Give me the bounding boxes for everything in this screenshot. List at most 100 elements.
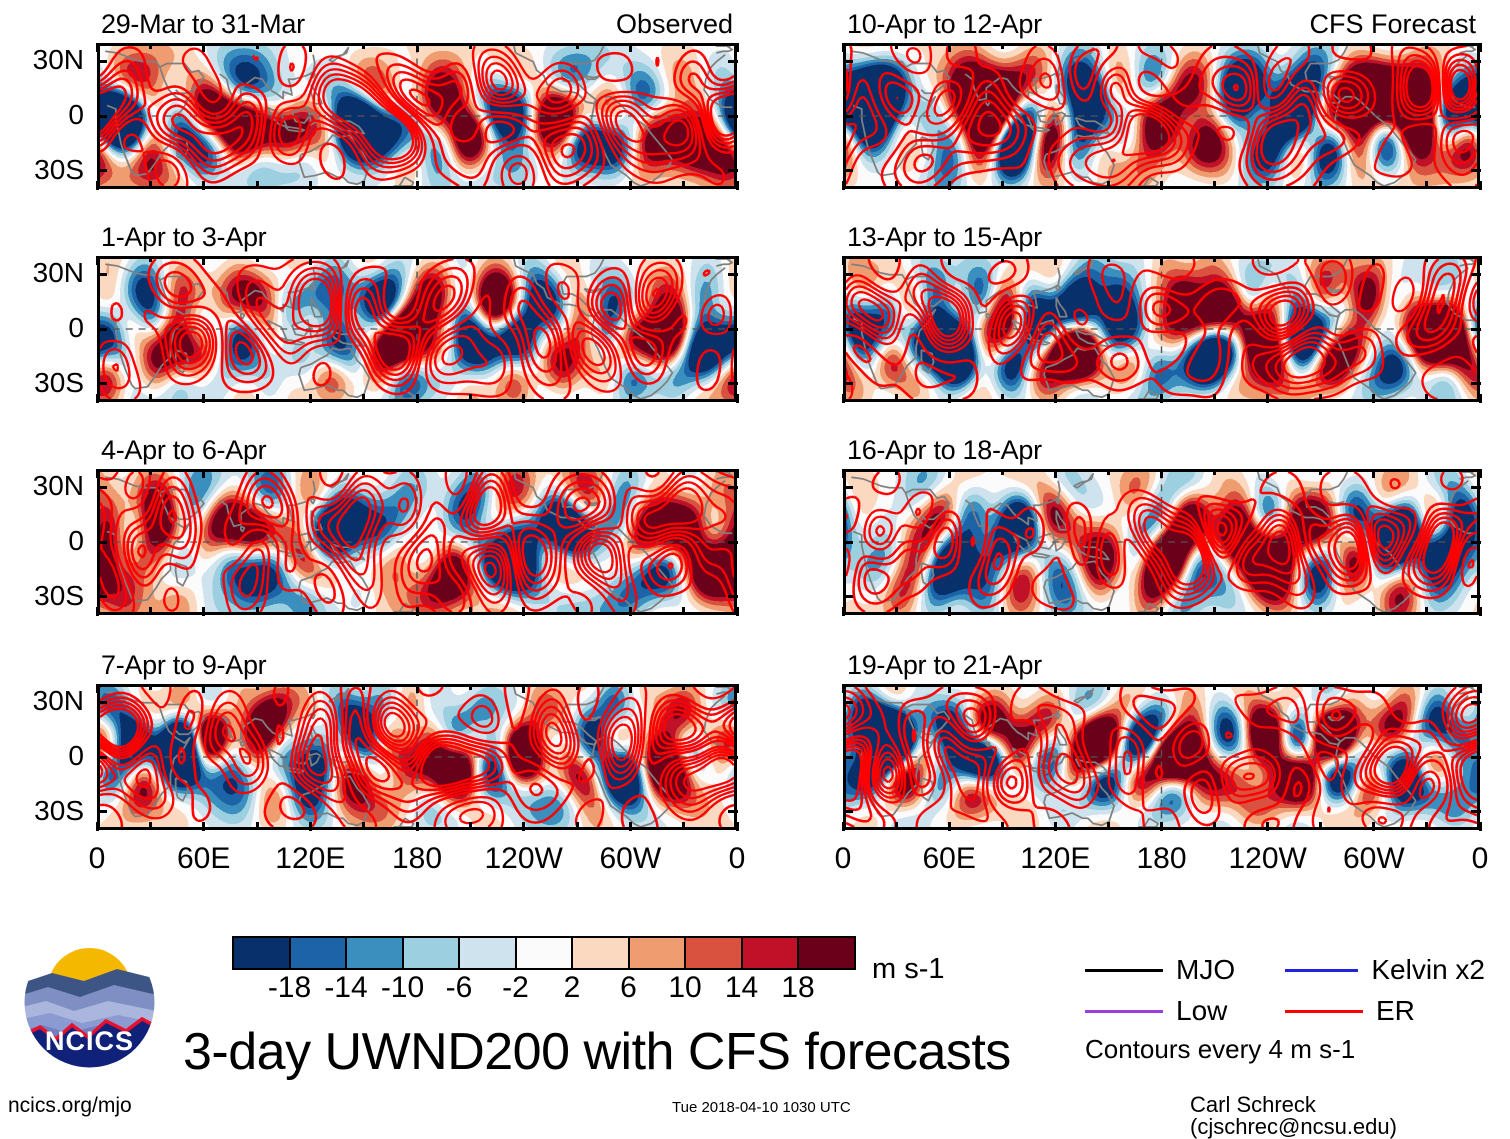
- x-tick: [1372, 607, 1376, 616]
- y-tick: [97, 485, 107, 489]
- x-tick: [148, 684, 152, 690]
- y-tick: [843, 810, 853, 814]
- x-tick: [1213, 469, 1217, 475]
- x-axis-label: 0: [834, 842, 852, 875]
- x-tick: [1213, 181, 1217, 187]
- x-tick: [1160, 822, 1163, 831]
- x-tick: [522, 822, 526, 831]
- x-tick: [255, 822, 259, 828]
- x-tick: [95, 607, 99, 616]
- x-tick: [415, 684, 419, 693]
- y-axis-label: 30N: [32, 257, 84, 289]
- y-tick: [1471, 382, 1481, 386]
- legend-label: Low: [1176, 995, 1228, 1026]
- y-tick: [97, 755, 107, 759]
- colorbar-tick-label: 2: [563, 971, 581, 1004]
- x-tick: [1372, 43, 1376, 52]
- x-tick: [1425, 394, 1429, 400]
- x-tick: [1266, 607, 1270, 616]
- colorbar-tick-label: -6: [445, 971, 473, 1004]
- x-tick: [1000, 256, 1004, 262]
- x-tick: [1372, 256, 1376, 265]
- map-panel-3: [97, 469, 737, 615]
- x-tick: [1425, 607, 1429, 613]
- y-tick: [97, 540, 107, 544]
- x-tick: [308, 43, 312, 52]
- x-tick: [148, 469, 152, 475]
- y-tick: [728, 272, 738, 276]
- x-tick: [308, 822, 312, 831]
- colorbar-swatch: [740, 938, 797, 968]
- x-tick: [148, 822, 152, 828]
- x-tick: [362, 607, 366, 613]
- y-tick: [97, 114, 107, 118]
- y-axis-label: 0: [68, 99, 84, 130]
- y-tick: [97, 59, 107, 63]
- y-axis-label: 30S: [34, 579, 84, 611]
- x-tick: [1425, 256, 1429, 262]
- x-tick: [255, 469, 259, 475]
- x-tick: [522, 469, 526, 478]
- y-tick: [728, 114, 738, 118]
- x-tick: [1372, 822, 1376, 831]
- x-tick: [1266, 394, 1270, 403]
- y-tick: [1471, 810, 1481, 814]
- x-tick: [575, 469, 579, 475]
- x-tick: [1478, 607, 1482, 616]
- footer-site-link[interactable]: ncics.org/mjo: [8, 1094, 132, 1117]
- x-tick: [468, 181, 472, 187]
- colorbar-swatch: [684, 938, 741, 968]
- y-tick: [97, 810, 107, 814]
- x-tick: [1372, 181, 1376, 190]
- panel-title-3: 4-Apr to 6-Apr: [101, 435, 267, 465]
- x-tick: [1478, 181, 1482, 190]
- y-axis-label: 30N: [32, 685, 84, 717]
- x-tick: [202, 394, 206, 403]
- y-tick: [728, 327, 738, 331]
- x-tick: [202, 43, 206, 52]
- y-tick: [1471, 169, 1481, 173]
- y-tick: [843, 755, 853, 759]
- y-tick: [1471, 272, 1481, 276]
- x-tick: [255, 394, 259, 400]
- x-tick: [1425, 684, 1429, 690]
- map-panel-8: [843, 684, 1480, 830]
- x-tick: [95, 43, 99, 52]
- map-panel-6: [843, 256, 1480, 402]
- x-tick: [468, 394, 472, 400]
- x-tick: [415, 607, 419, 616]
- map-panel-2: [97, 256, 737, 402]
- x-tick: [1319, 43, 1323, 49]
- legend-item-low: Low: [1085, 997, 1285, 1025]
- x-tick: [95, 822, 99, 831]
- x-tick: [308, 181, 312, 190]
- x-tick: [308, 394, 312, 403]
- colorbar-tick-label: -10: [380, 971, 425, 1004]
- x-tick: [148, 181, 152, 187]
- panel-title-7: 16-Apr to 18-Apr: [847, 435, 1042, 465]
- x-tick: [1213, 684, 1217, 690]
- x-tick: [628, 684, 632, 693]
- x-tick: [1053, 256, 1057, 265]
- colorbar-swatches: [232, 936, 856, 970]
- x-tick: [1266, 469, 1270, 478]
- x-tick: [148, 43, 152, 49]
- y-tick: [843, 59, 853, 63]
- y-tick: [728, 810, 738, 814]
- x-axis-label: 120E: [1020, 842, 1091, 875]
- y-tick: [1471, 755, 1481, 759]
- x-tick: [1213, 256, 1217, 262]
- x-tick: [735, 43, 739, 52]
- x-tick: [1106, 181, 1110, 187]
- x-tick: [575, 607, 579, 613]
- contour-legend: MJO Kelvin x2 Low ER: [1085, 956, 1505, 1038]
- x-tick: [682, 822, 686, 828]
- x-tick: [1319, 822, 1323, 828]
- x-axis-label: 120E: [275, 842, 346, 875]
- x-tick: [1053, 43, 1057, 52]
- x-axis-label: 180: [1136, 842, 1187, 875]
- x-tick: [362, 822, 366, 828]
- x-tick: [735, 822, 739, 831]
- colorbar-tick-label: 18: [781, 971, 815, 1004]
- colorbar: -18 -14 -10 -6 -2 2 6 10 14 18: [232, 936, 856, 1006]
